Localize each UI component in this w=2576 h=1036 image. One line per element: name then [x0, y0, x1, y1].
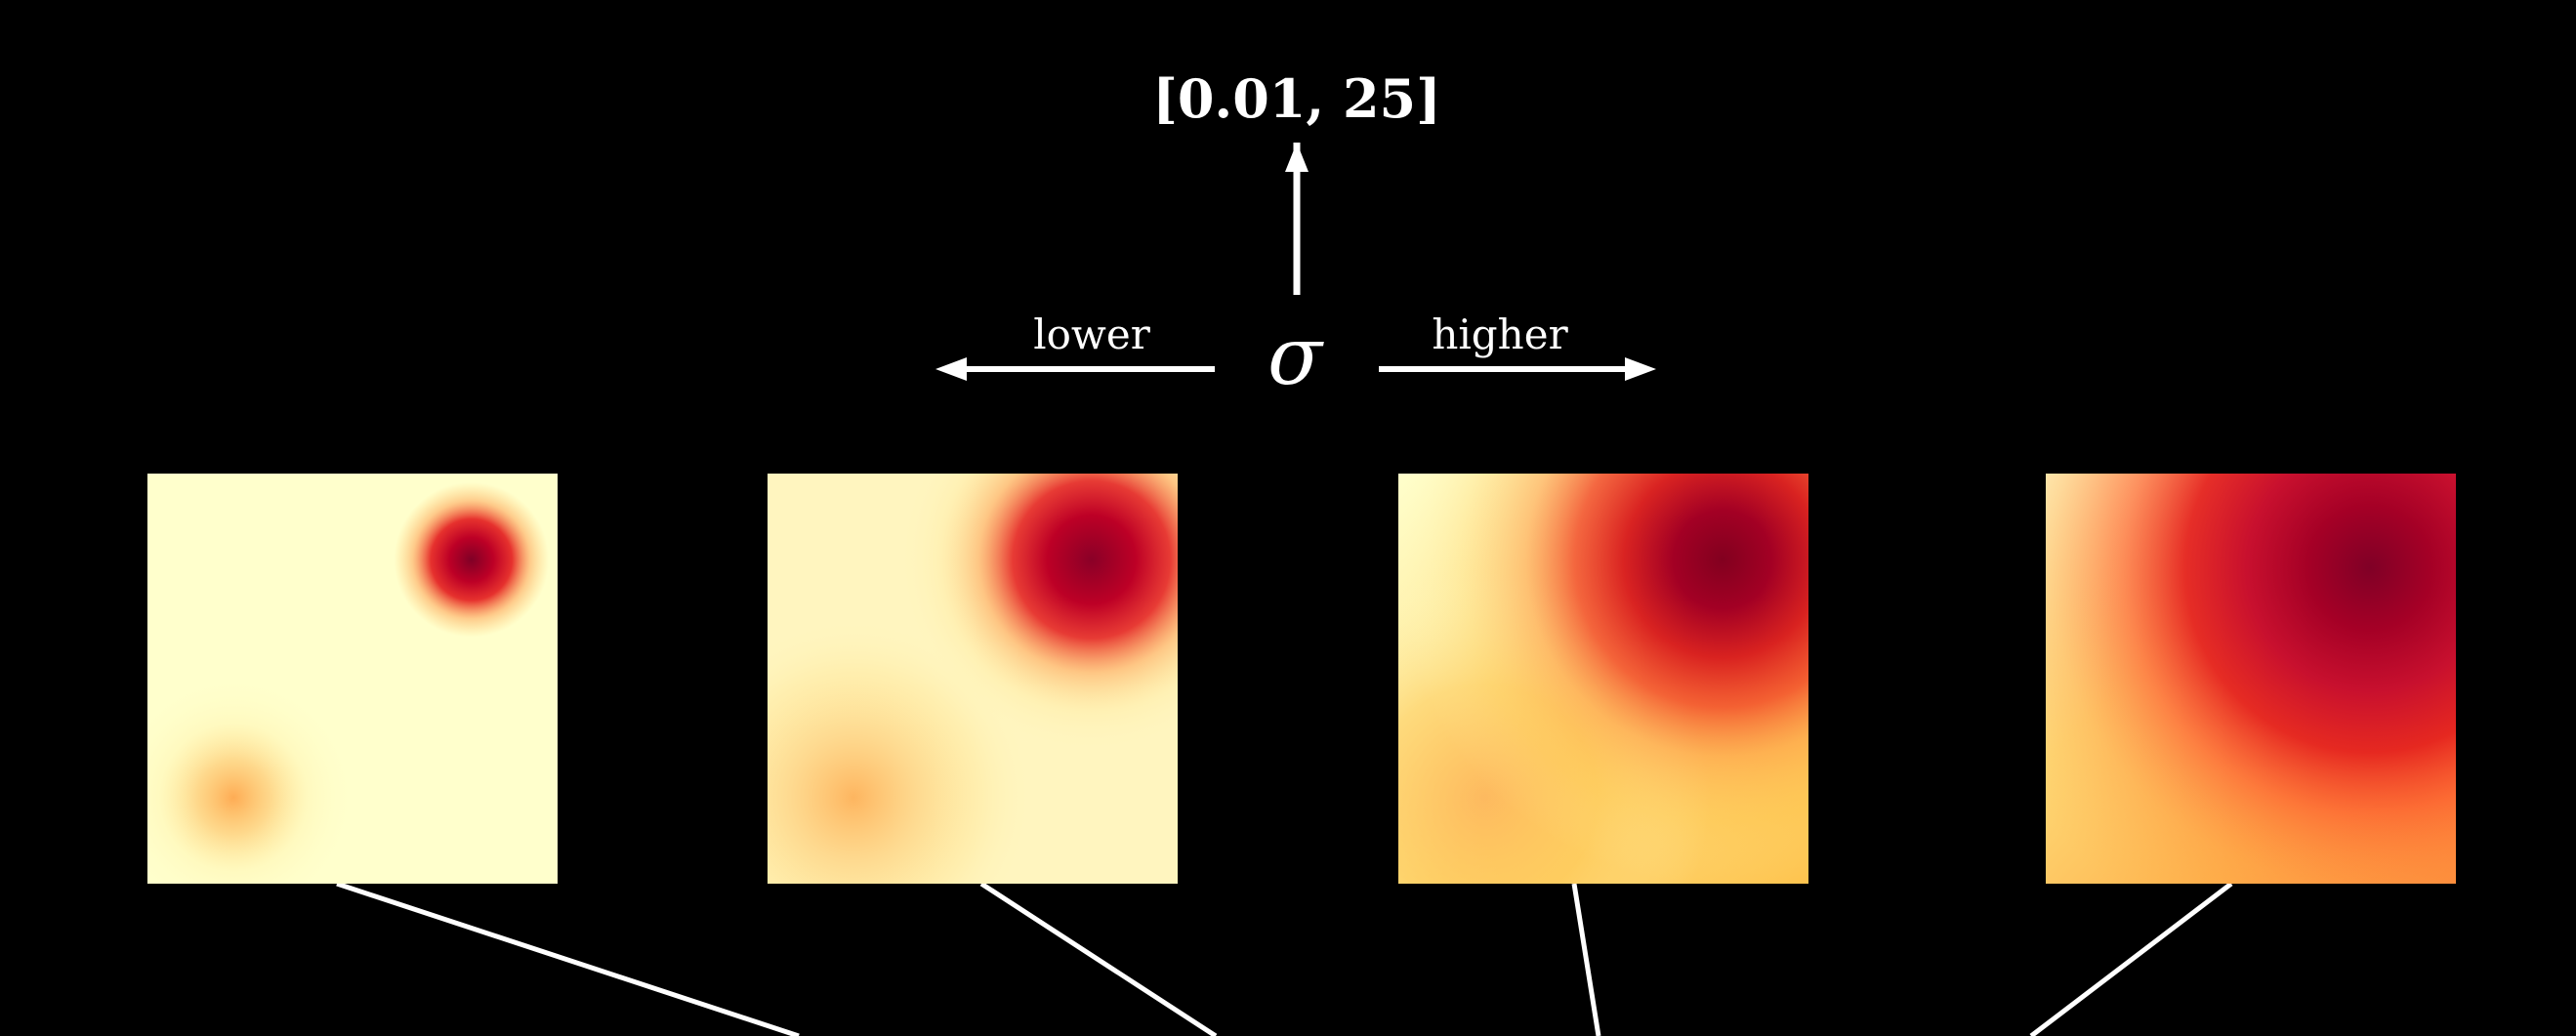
- heatmap-panel-4: [2046, 474, 2456, 884]
- connector-line-3: [1571, 883, 1601, 1036]
- range-label: [0.01, 25]: [1152, 67, 1440, 130]
- connector-line-1: [336, 881, 800, 1036]
- lower-label: lower: [1033, 311, 1151, 358]
- heatmap-panel-1: [147, 474, 558, 884]
- heatmap-panel-2: [768, 474, 1178, 884]
- left-arrow-head: [935, 357, 967, 381]
- up-arrow-head: [1285, 143, 1309, 172]
- right-arrow-head: [1625, 357, 1656, 381]
- heatmap-panel-3: [1398, 474, 1808, 884]
- sigma-symbol: σ: [1267, 311, 1324, 403]
- connector-line-4: [2029, 882, 2233, 1036]
- connector-line-2: [979, 881, 1218, 1036]
- higher-label: higher: [1432, 311, 1568, 358]
